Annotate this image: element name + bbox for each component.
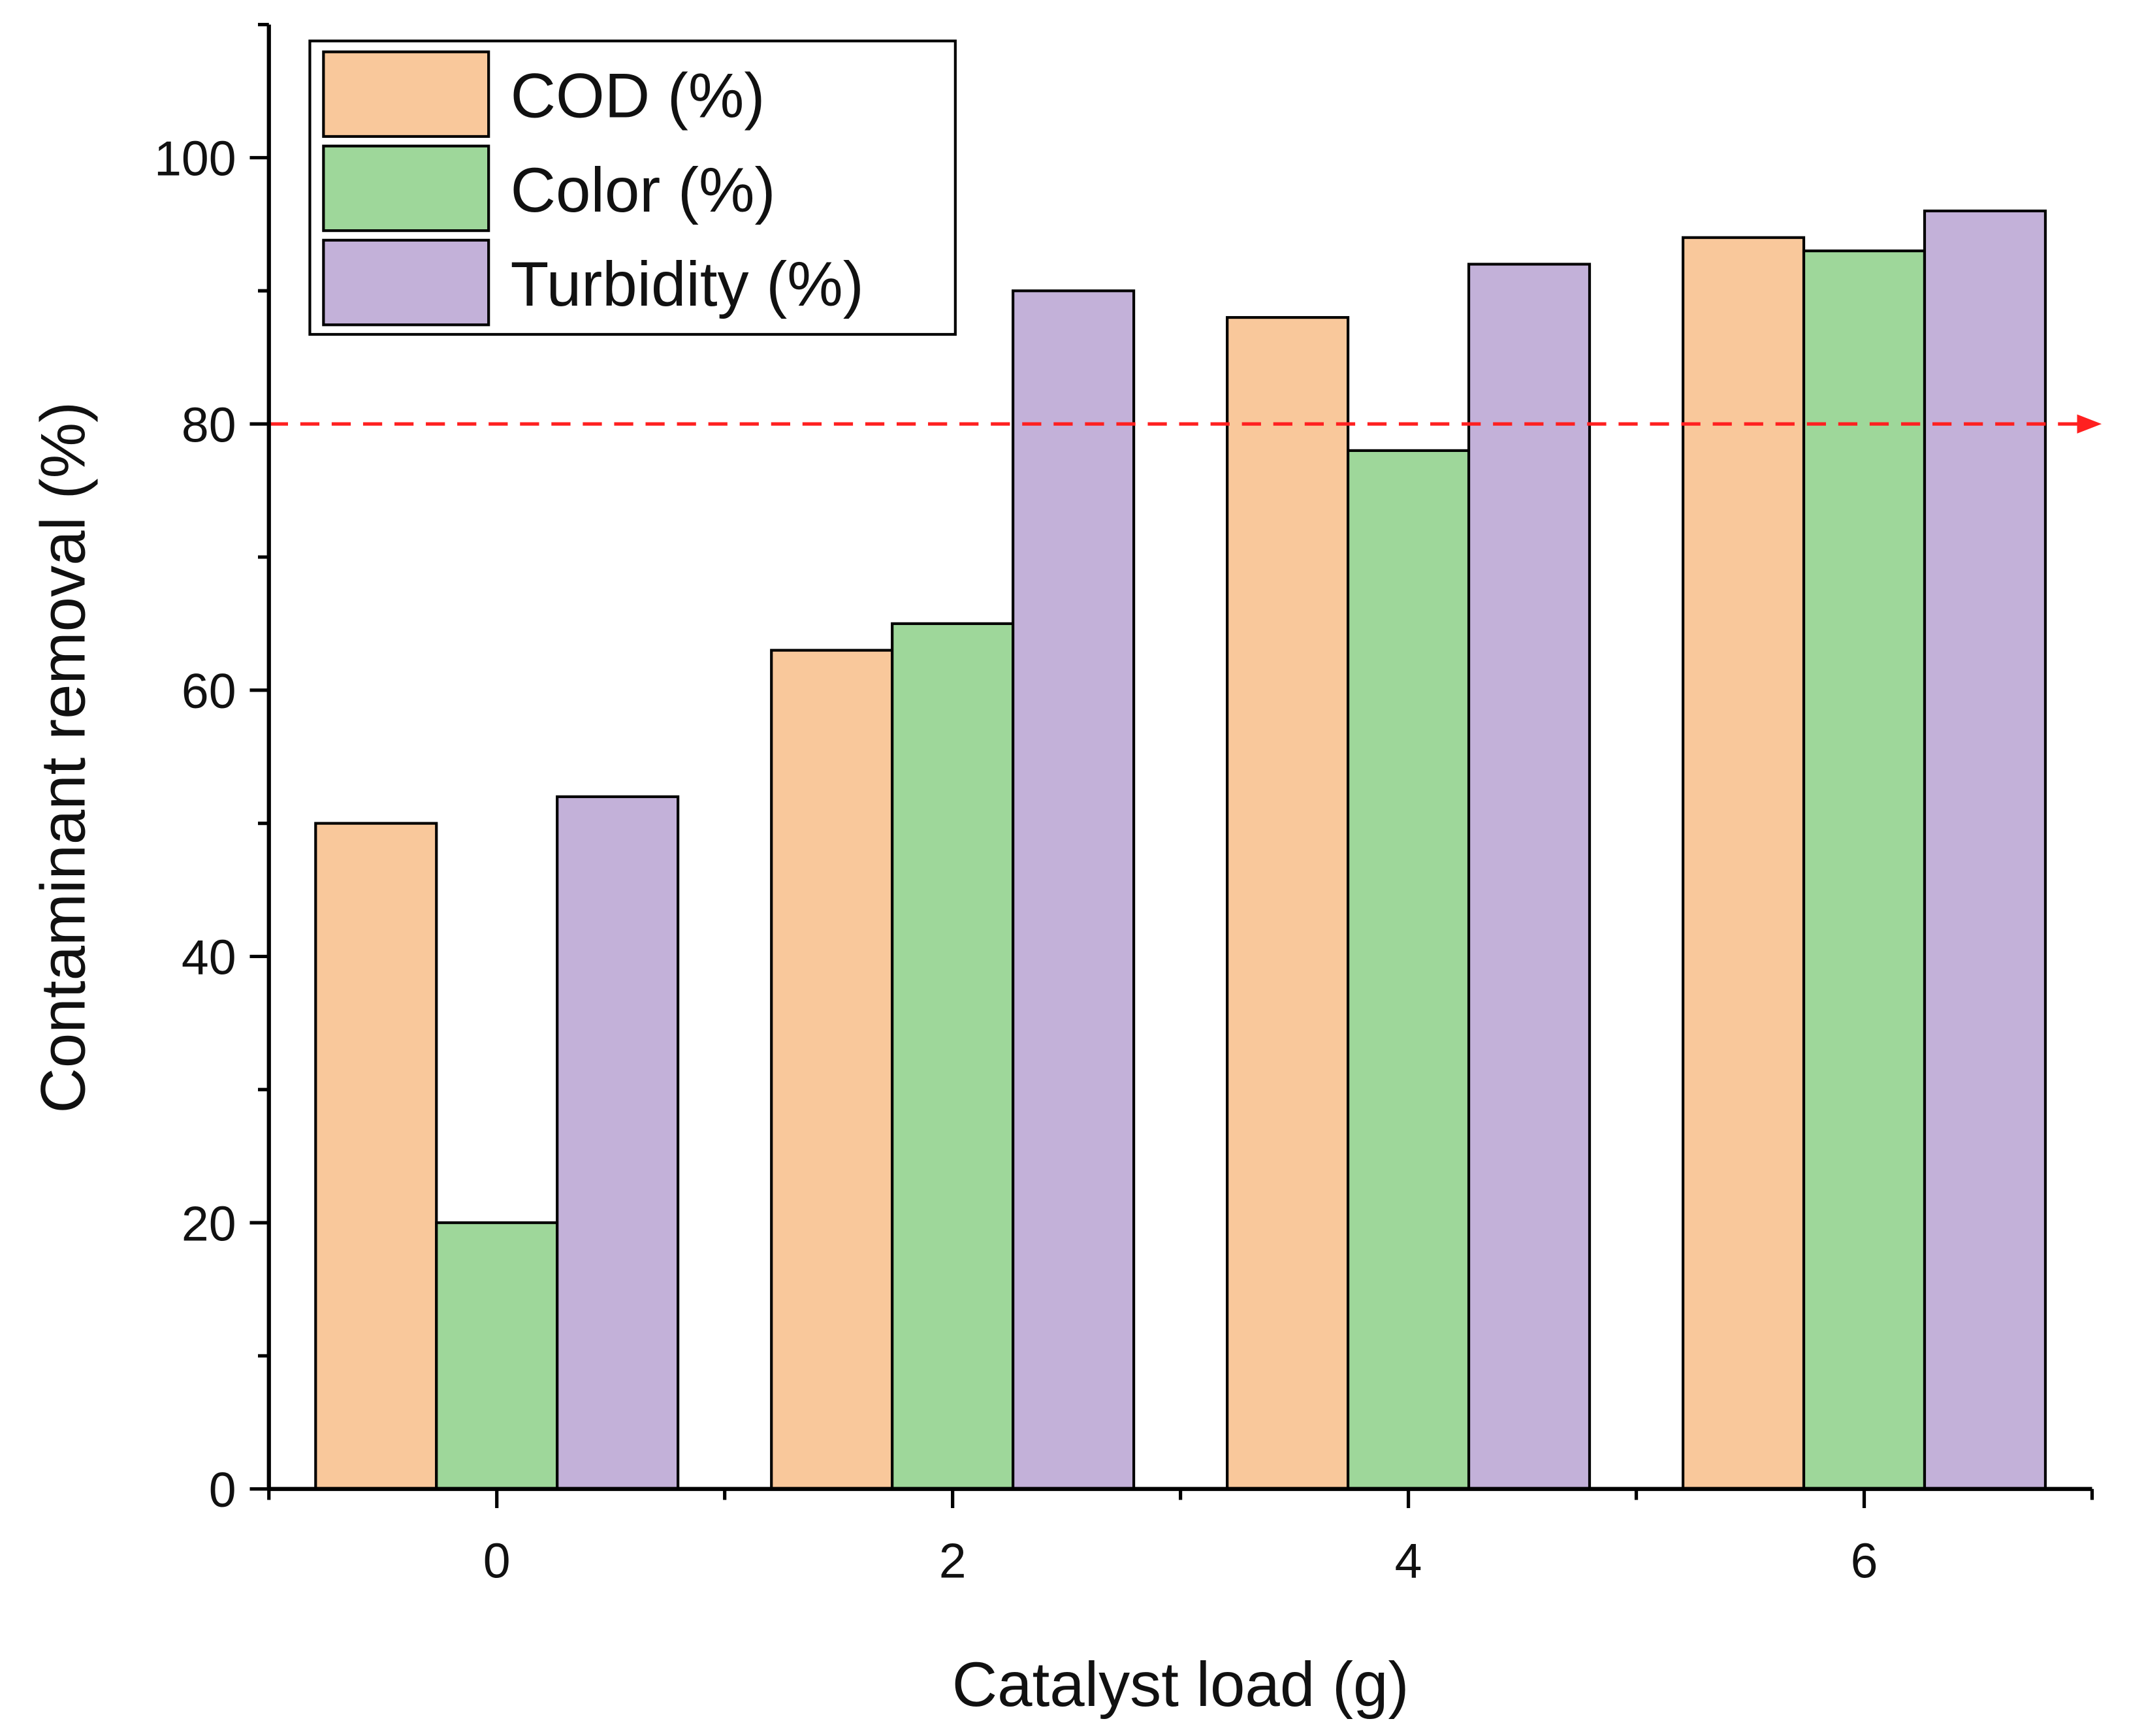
bar-color-4 [1347,449,1471,1490]
reference-line-layer [268,414,2102,434]
x-tick-label: 4 [1395,1534,1422,1588]
bars-layer [314,209,2047,1490]
bar-cod-4 [1226,315,1350,1490]
bar-cod-2 [770,649,894,1490]
bar-cod-6 [1682,236,1806,1490]
axes-layer: 0 20 40 60 80 100 0 2 4 6 [154,23,2094,1588]
legend-label: Turbidity (%) [511,249,864,319]
bar-turbidity-6 [1923,209,2047,1490]
bar-color-0 [435,1221,559,1490]
bar-color-2 [891,622,1015,1490]
y-tick-label: 20 [182,1196,236,1251]
bar-cod-0 [314,822,438,1490]
x-tick-label: 2 [939,1534,967,1588]
bar-turbidity-4 [1467,263,1592,1490]
y-tick-label: 80 [182,397,236,452]
y-axis-label: Contaminant removal (%) [29,402,99,1114]
bar-turbidity-0 [556,795,680,1490]
legend: COD (%) Color (%) Turbidity (%) [308,39,957,336]
legend-label: Color (%) [511,155,776,225]
x-tick-label: 0 [483,1534,511,1588]
bar-color-6 [1802,249,1927,1490]
y-tick-label: 0 [209,1462,236,1517]
y-tick-label: 60 [182,664,236,718]
x-axis-label: Catalyst load (g) [952,1650,1409,1720]
legend-label: COD (%) [511,61,765,131]
x-tick-label: 6 [1851,1534,1878,1588]
legend-swatch [322,238,490,327]
bar-turbidity-2 [1012,289,1136,1490]
y-tick-label: 40 [182,930,236,985]
legend-swatch [322,50,490,138]
y-tick-label: 100 [154,131,236,186]
legend-swatch [322,144,490,233]
reference-arrow-icon [2077,414,2102,434]
